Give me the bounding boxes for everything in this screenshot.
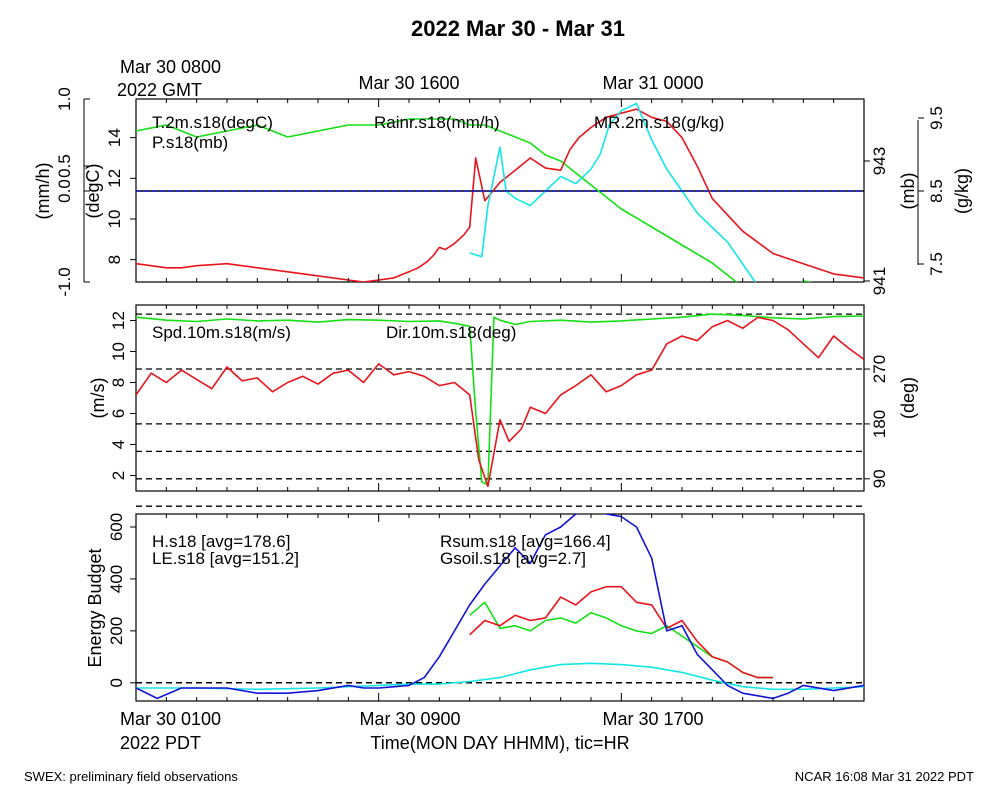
legend-temperature: T.2m.s18(degC) <box>152 113 273 132</box>
legend-wind-direction: Dir.10m.s18(deg) <box>386 323 516 342</box>
energy-tick-label: 400 <box>107 565 126 593</box>
axis-ticks: 8 10 12 14 -1.0 0.00.5 1.0 941 943 7.5 8.5 9.5 2 4 6 8 1… <box>55 87 946 701</box>
legend-soil-heat: Gsoil.s18 [avg=2.7] <box>440 549 586 568</box>
pres-tick-label: 943 <box>870 147 889 175</box>
legend-pressure: P.s18(mb) <box>152 133 228 152</box>
temp-tick-label: 10 <box>105 210 124 229</box>
energy-tick-label: 200 <box>107 617 126 645</box>
rain-tick-label: 0.5 <box>55 154 74 178</box>
speed-tick-label: 2 <box>109 471 128 480</box>
legend-net-radiation: Rsum.s18 [avg=166.4] <box>440 532 611 551</box>
rain-tick-label: -1.0 <box>55 267 74 296</box>
series-mixing-ratio <box>469 102 757 282</box>
energy-axis-title: Energy Budget <box>85 548 105 667</box>
rain-tick-label: 0.0 <box>55 179 74 203</box>
speed-tick-label: 8 <box>109 378 128 387</box>
temp-tick-label: 14 <box>105 128 124 147</box>
bottom-axis-start-line1: Mar 30 0100 <box>120 709 221 729</box>
bottom-axis-label-2: Mar 30 1700 <box>602 709 703 729</box>
temp-tick-label: 12 <box>105 169 124 188</box>
series-sensible-heat <box>469 585 773 679</box>
dir-tick-label: 90 <box>870 469 889 488</box>
legend-rainrate: Rainr.s18(mm/h) <box>374 113 500 132</box>
energy-tick-label: 600 <box>107 513 126 541</box>
dir-tick-label: 180 <box>870 410 889 438</box>
pres-tick-label: 941 <box>870 267 889 295</box>
speed-tick-label: 4 <box>109 440 128 449</box>
rain-tick-label: 1.0 <box>55 87 74 111</box>
mr-tick-label: 8.5 <box>927 179 946 203</box>
temp-axis-title: (degC) <box>83 163 103 218</box>
series-wind-speed <box>136 316 864 488</box>
speed-tick-label: 12 <box>109 311 128 330</box>
top-axis-start-line2: 2022 GMT <box>117 80 202 100</box>
series-temperature <box>136 108 864 282</box>
series-latent-heat <box>469 601 773 679</box>
reference-lines <box>136 190 864 684</box>
mr-axis-title: (g/kg) <box>952 168 972 214</box>
top-axis-label-2: Mar 31 0000 <box>602 73 703 93</box>
chart-title: 2022 Mar 30 - Mar 31 <box>411 16 625 41</box>
dir-axis-title: (deg) <box>898 377 918 419</box>
energy-tick-label: 0 <box>107 678 126 687</box>
top-axis-start-line1: Mar 30 0800 <box>120 57 221 77</box>
top-axis-label-1: Mar 30 1600 <box>358 73 459 93</box>
legend-wind-speed: Spd.10m.s18(m/s) <box>152 323 291 342</box>
speed-tick-label: 10 <box>109 342 128 361</box>
pres-axis-title: (mb) <box>898 173 918 210</box>
speed-tick-label: 6 <box>109 409 128 418</box>
data-series <box>136 102 864 700</box>
dir-tick-label: 270 <box>870 355 889 383</box>
legend-mixing-ratio: MR.2m.s18(g/kg) <box>594 113 724 132</box>
mr-tick-label: 7.5 <box>927 252 946 276</box>
legend-sensible-heat: H.s18 [avg=178.6] <box>152 532 290 551</box>
speed-axis-title: (m/s) <box>88 378 108 419</box>
mr-tick-label: 9.5 <box>927 106 946 130</box>
temp-tick-label: 8 <box>105 255 124 264</box>
time-axis-title: Time(MON DAY HHMM), tic=HR <box>370 733 629 753</box>
rain-axis-title: (mm/h) <box>33 163 53 220</box>
series-net-radiation <box>136 514 864 700</box>
bottom-axis-label-1: Mar 30 0900 <box>359 709 460 729</box>
series-pressure <box>136 118 813 282</box>
footer-right: NCAR 16:08 Mar 31 2022 PDT <box>795 769 974 784</box>
bottom-axis-start-line2: 2022 PDT <box>120 733 201 753</box>
legend-latent-heat: LE.s18 [avg=151.2] <box>152 549 299 568</box>
footer-left: SWEX: preliminary field observations <box>24 769 238 784</box>
